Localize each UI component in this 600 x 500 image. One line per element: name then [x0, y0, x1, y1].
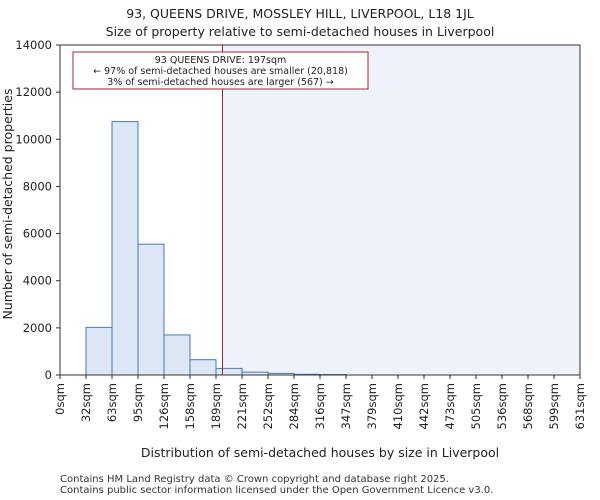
x-tick-label: 284sqm [287, 383, 301, 429]
footer-copyright: Contains HM Land Registry data © Crown c… [60, 474, 449, 485]
annotation-line-1: 93 QUEENS DRIVE: 197sqm [155, 55, 287, 66]
y-tick-label: 0 [45, 368, 52, 382]
x-tick-label: 63sqm [105, 383, 119, 422]
x-tick-label: 347sqm [339, 383, 353, 429]
histogram-bar [215, 367, 243, 376]
bars-group [85, 121, 347, 376]
x-tick-label: 95sqm [131, 383, 145, 422]
y-tick-label: 8000 [23, 179, 52, 193]
x-tick-label: 252sqm [261, 383, 275, 429]
annotation-box: 93 QUEENS DRIVE: 197sqm ← 97% of semi-de… [72, 51, 369, 90]
y-tick-label: 6000 [23, 227, 52, 241]
x-axis-label: Distribution of semi-detached houses by … [141, 445, 499, 460]
annotation-border [72, 51, 369, 90]
annotation-line-3: 3% of semi-detached houses are larger (5… [107, 77, 334, 88]
x-tick-label: 316sqm [313, 383, 327, 429]
x-tick-label: 568sqm [521, 383, 535, 429]
x-tick-label: 631sqm [573, 383, 587, 429]
x-tick-label: 505sqm [469, 383, 483, 429]
x-tick-label: 221sqm [235, 383, 249, 429]
x-tick-label: 189sqm [209, 383, 223, 429]
y-tick-label: 2000 [23, 321, 52, 335]
axes-group: 0 2000 4000 6000 8000 10000 12000 14000 0sqm 32sq… [15, 38, 587, 429]
histogram-bar [163, 334, 191, 376]
y-tick-label: 4000 [23, 274, 52, 288]
histogram-bar [85, 326, 113, 376]
x-tick-label: 0sqm [53, 383, 67, 415]
y-tick-label: 10000 [15, 132, 52, 146]
x-tick-label: 536sqm [495, 383, 509, 429]
x-tick-label: 410sqm [391, 383, 405, 429]
histogram-bar [189, 359, 217, 376]
x-tick-label: 599sqm [547, 383, 561, 429]
y-tick-label: 12000 [15, 85, 52, 99]
x-tick-label: 126sqm [157, 383, 171, 429]
histogram-bar [111, 121, 139, 376]
larger-properties-highlight [222, 45, 580, 375]
chart-title: 93, QUEENS DRIVE, MOSSLEY HILL, LIVERPOO… [126, 6, 474, 21]
x-tick-label: 32sqm [79, 383, 93, 422]
footer-licence: Contains public sector information licen… [60, 485, 494, 496]
x-tick-label: 158sqm [183, 383, 197, 429]
y-tick-label: 14000 [15, 38, 52, 52]
chart-subtitle: Size of property relative to semi-detach… [105, 24, 495, 39]
x-tick-label: 379sqm [365, 383, 379, 429]
x-tick-label: 473sqm [443, 383, 457, 429]
annotation-line-2: ← 97% of semi-detached houses are smalle… [93, 66, 348, 77]
histogram-bar [137, 243, 165, 376]
x-tick-label: 442sqm [417, 383, 431, 429]
y-axis-label: Number of semi-detached properties [0, 89, 15, 320]
